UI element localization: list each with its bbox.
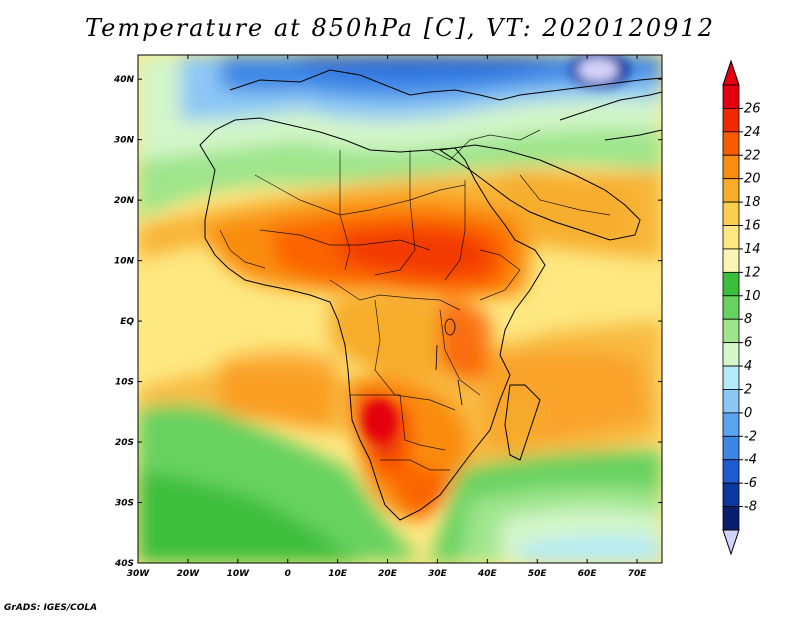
colorbar-segment [722, 318, 740, 344]
lon-tick-label: 60E [578, 569, 598, 579]
lat-tick-label: 20S [115, 438, 134, 448]
colorbar-segment [722, 178, 740, 203]
colorbar-segment [722, 131, 740, 156]
lat-tick-label: 40S [114, 559, 134, 569]
colorbar-label: 2 [744, 382, 752, 397]
colorbar-label: 6 [744, 336, 752, 351]
colorbar-label: -4 [744, 453, 757, 468]
colorbar-segment [722, 271, 740, 297]
colorbar-label: 8 [744, 312, 752, 327]
plot-frame [137, 54, 663, 564]
colorbar-label: 26 [744, 101, 761, 116]
lat-tick-label: 10N [114, 257, 135, 267]
colorbar-segment [722, 84, 740, 109]
lat-tick-label: 30S [115, 499, 134, 509]
lon-tick-label: 50E [528, 569, 548, 579]
colorbar-segment [722, 201, 740, 226]
colorbar-segment [722, 108, 740, 133]
lon-tick-label: 20W [177, 569, 201, 579]
colorbar-label: -8 [744, 500, 757, 515]
colorbar-label: 20 [744, 172, 761, 187]
colorbar-label: -6 [744, 476, 757, 491]
colorbar-segment [722, 342, 740, 367]
colorbar-label: 12 [744, 265, 761, 280]
colorbar-segment [722, 435, 740, 461]
colorbar-label: 14 [744, 242, 761, 257]
map-title: Temperature at 850hPa [C], VT: 202012091… [85, 14, 715, 42]
colorbar-segment [722, 248, 740, 273]
colorbar-segment [722, 295, 740, 320]
colorbar-segment [722, 225, 740, 250]
lon-tick-label: 40E [477, 569, 498, 579]
lon-tick-label: 10W [227, 569, 251, 579]
lat-tick-label: 30N [114, 136, 135, 146]
country-borders [219, 129, 611, 471]
lat-tick-label: EQ [120, 317, 134, 327]
colorbar-segment [722, 365, 740, 390]
lon-tick-label: 30E [428, 569, 448, 579]
colorbar-label: 0 [744, 406, 752, 421]
colorbar-label: 4 [744, 359, 752, 374]
grads-credit: GrADS: IGES/COLA [4, 603, 98, 613]
lat-tick-label: 10S [115, 378, 134, 388]
colorbar-segment [722, 389, 740, 414]
colorbar-label: 22 [744, 148, 761, 163]
lat-tick-label: 40N [113, 75, 135, 85]
temperature-field [138, 55, 662, 563]
colorbar-segment [722, 506, 740, 531]
colorbar-segment [722, 412, 740, 437]
colorbar-tip-high [722, 59, 740, 86]
lon-tick-label: 70E [628, 569, 648, 579]
colorbar-tip-low [722, 529, 740, 556]
colorbar-label: 24 [744, 125, 761, 140]
colorbar-segment [722, 459, 740, 484]
colorbar-segment [722, 482, 740, 507]
colorbar-label: 10 [744, 289, 761, 304]
colorbar-label: -2 [744, 429, 757, 444]
lon-tick-label: 0 [285, 569, 291, 579]
lat-tick-label: 20N [114, 196, 135, 206]
lon-tick-label: 30W [127, 569, 151, 579]
lakes [435, 318, 463, 406]
colorbar-label: 18 [744, 195, 761, 210]
lon-tick-label: 10E [328, 569, 348, 579]
lon-tick-label: 20E [378, 569, 398, 579]
colorbar-label: 16 [744, 219, 761, 234]
colorbar-segment [722, 154, 740, 180]
